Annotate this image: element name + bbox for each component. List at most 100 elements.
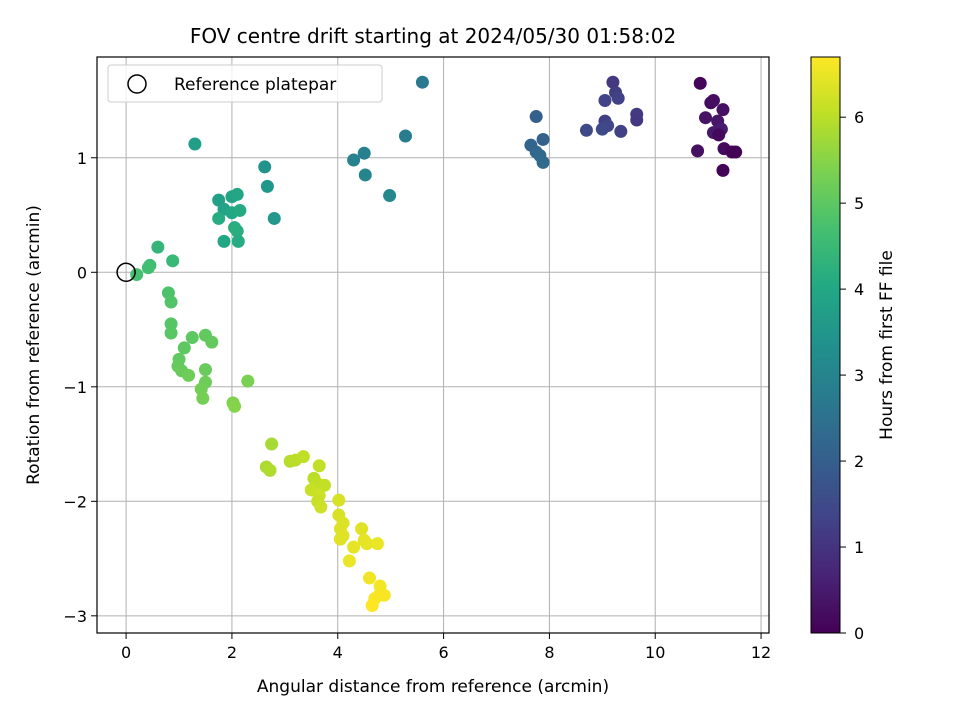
scatter-point xyxy=(579,123,593,137)
legend-entry-reference: Reference platepar xyxy=(174,75,336,95)
scatter-point xyxy=(598,94,612,108)
scatter-point xyxy=(716,103,730,117)
y-tick-label: −3 xyxy=(63,607,87,626)
scatter-point xyxy=(712,128,726,142)
scatter-point xyxy=(333,532,347,546)
scatter-point xyxy=(164,295,178,309)
scatter-point xyxy=(614,124,628,138)
x-tick-label: 4 xyxy=(333,643,343,662)
scatter-point xyxy=(611,91,625,105)
colorbar-tick-label: 6 xyxy=(854,108,864,127)
scatter-point xyxy=(164,326,178,340)
x-tick-label: 0 xyxy=(121,643,131,662)
scatter-point xyxy=(267,211,281,225)
scatter-point xyxy=(151,240,165,254)
x-axis-ticks: 0 2 4 6 8 10 12 xyxy=(121,633,771,662)
colorbar-ticks: 0 1 2 3 4 5 6 xyxy=(840,108,864,643)
scatter-point xyxy=(363,571,377,585)
scatter-point xyxy=(360,537,374,551)
scatter-point xyxy=(355,522,369,536)
scatter-point xyxy=(258,160,272,174)
scatter-point xyxy=(196,391,210,405)
scatter-point xyxy=(182,368,196,382)
x-tick-label: 8 xyxy=(544,643,554,662)
y-tick-label: 1 xyxy=(77,149,87,168)
scatter-point xyxy=(595,122,609,136)
scatter-point xyxy=(296,450,310,464)
scatter-point xyxy=(314,500,328,514)
scatter-point xyxy=(228,399,242,413)
colorbar-tick-label: 2 xyxy=(854,452,864,471)
scatter-point xyxy=(536,132,550,146)
scatter-point xyxy=(217,234,231,248)
scatter-point xyxy=(230,187,244,201)
scatter-point xyxy=(383,189,397,203)
scatter-point xyxy=(312,459,326,473)
y-axis-label: Rotation from reference (arcmin) xyxy=(24,205,44,485)
x-tick-label: 10 xyxy=(645,643,665,662)
scatter-point xyxy=(342,554,356,568)
scatter-points xyxy=(130,75,743,613)
scatter-point xyxy=(630,113,644,127)
x-tick-label: 12 xyxy=(751,643,771,662)
scatter-point xyxy=(693,76,707,90)
reference-platepar-marker xyxy=(116,262,136,283)
legend: Reference platepar xyxy=(107,64,383,103)
scatter-point xyxy=(166,254,180,268)
legend-marker-icon xyxy=(127,74,147,94)
x-axis-label: Angular distance from reference (arcmin) xyxy=(257,677,609,697)
grid xyxy=(97,57,769,633)
scatter-point xyxy=(205,335,219,349)
scatter-point xyxy=(699,111,713,125)
x-tick-label: 2 xyxy=(227,643,237,662)
y-tick-label: −1 xyxy=(63,378,87,397)
scatter-point xyxy=(347,540,361,554)
scatter-point xyxy=(241,374,255,388)
chart-title: FOV centre drift starting at 2024/05/30 … xyxy=(190,24,676,48)
colorbar: 0 1 2 3 4 5 6 Hours from first FF file xyxy=(810,56,897,643)
scatter-point xyxy=(398,129,412,143)
scatter-point xyxy=(536,155,550,169)
scatter-point xyxy=(164,317,178,331)
scatter-point xyxy=(347,153,361,167)
scatter-point xyxy=(415,75,429,89)
scatter-point xyxy=(185,331,199,345)
colorbar-tick-label: 1 xyxy=(854,538,864,557)
scatter-point xyxy=(230,224,244,238)
colorbar-tick-label: 0 xyxy=(854,624,864,643)
y-tick-label: 0 xyxy=(77,263,87,282)
scatter-point xyxy=(177,341,191,355)
colorbar-label: Hours from first FF file xyxy=(877,250,897,440)
y-axis-ticks: −3 −2 −1 0 1 xyxy=(63,149,97,626)
scatter-point xyxy=(358,168,372,182)
scatter-point xyxy=(691,144,705,158)
scatter-point xyxy=(265,437,279,451)
scatter-point xyxy=(188,137,202,151)
scatter-point xyxy=(365,599,379,613)
colorbar-tick-label: 3 xyxy=(854,366,864,385)
scatter-point xyxy=(231,234,245,248)
scatter-point xyxy=(606,75,620,89)
scatter-point xyxy=(370,537,384,551)
colorbar-gradient xyxy=(810,56,841,634)
scatter-point xyxy=(357,146,371,160)
y-tick-label: −2 xyxy=(63,492,87,511)
scatter-point xyxy=(198,363,212,377)
scatter-point xyxy=(141,261,155,275)
scatter-point xyxy=(332,493,346,507)
scatter-point xyxy=(233,203,247,217)
x-tick-label: 6 xyxy=(438,643,448,662)
scatter-point xyxy=(318,478,332,492)
colorbar-tick-label: 5 xyxy=(854,194,864,213)
legend-box xyxy=(107,64,383,103)
scatter-point xyxy=(706,94,720,108)
scatter-point xyxy=(529,110,543,124)
scatter-point xyxy=(716,163,730,177)
scatter-point xyxy=(212,211,226,225)
scatter-point xyxy=(260,179,274,193)
scatter-point xyxy=(263,463,277,477)
scatter-point xyxy=(729,145,743,159)
colorbar-tick-label: 4 xyxy=(854,280,864,299)
